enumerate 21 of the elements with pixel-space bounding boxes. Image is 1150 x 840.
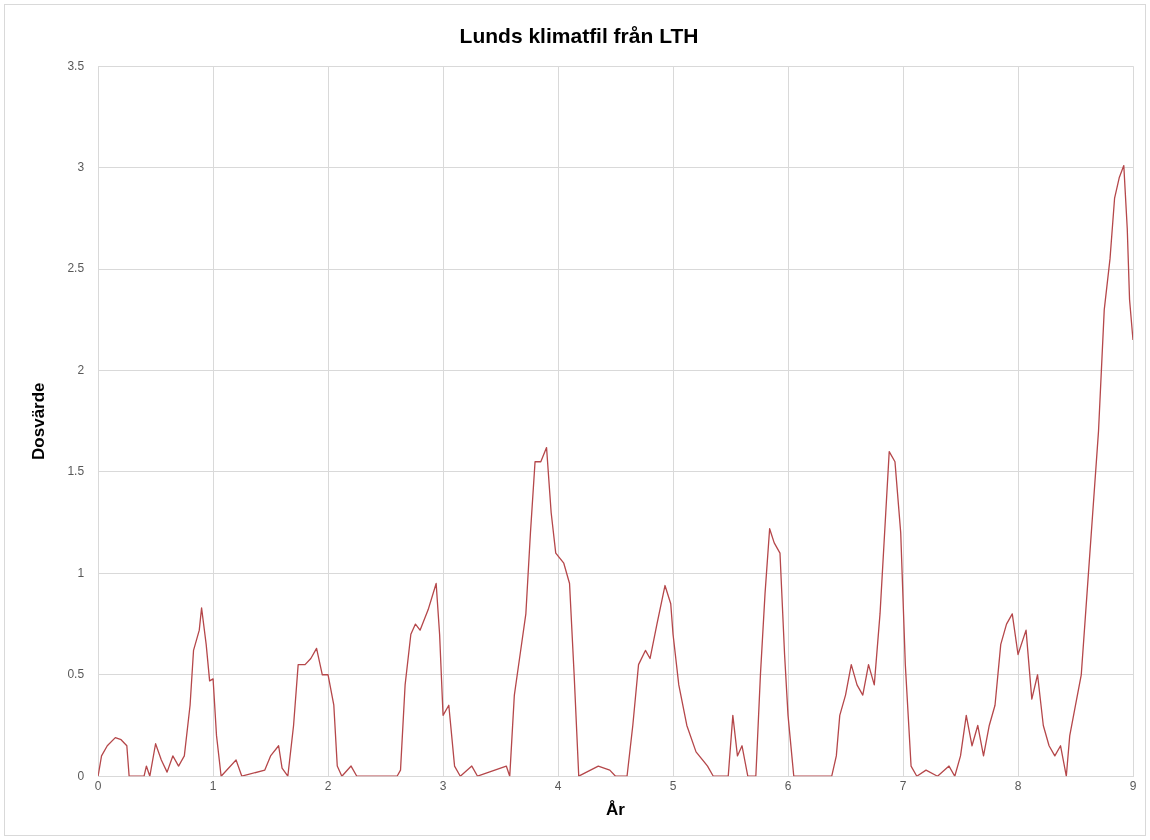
x-axis-title: År — [606, 800, 626, 820]
x-tick-label: 2 — [324, 778, 332, 793]
y-tick-label: 2 — [77, 362, 85, 377]
x-tick-label: 6 — [784, 778, 792, 793]
x-tick-label: 8 — [1014, 778, 1022, 793]
x-tick-label: 7 — [899, 778, 907, 793]
y-tick-label: 2.5 — [67, 261, 85, 276]
x-tick-label: 9 — [1129, 778, 1137, 793]
y-tick-label: 0 — [77, 768, 85, 783]
x-tick-label: 0 — [94, 778, 102, 793]
x-tick-label: 1 — [209, 778, 217, 793]
chart-title: Lunds klimatfil från LTH — [459, 24, 699, 48]
x-tick-label: 5 — [669, 778, 677, 793]
x-tick-label: 4 — [554, 778, 562, 793]
y-tick-label: 3 — [77, 159, 85, 174]
y-tick-label: 0.5 — [67, 667, 85, 682]
y-tick-label: 1 — [77, 565, 85, 580]
y-axis-title: Dosvärde — [28, 382, 48, 460]
y-tick-label: 1.5 — [67, 464, 85, 479]
y-tick-label: 3.5 — [67, 58, 85, 73]
x-tick-label: 3 — [439, 778, 447, 793]
